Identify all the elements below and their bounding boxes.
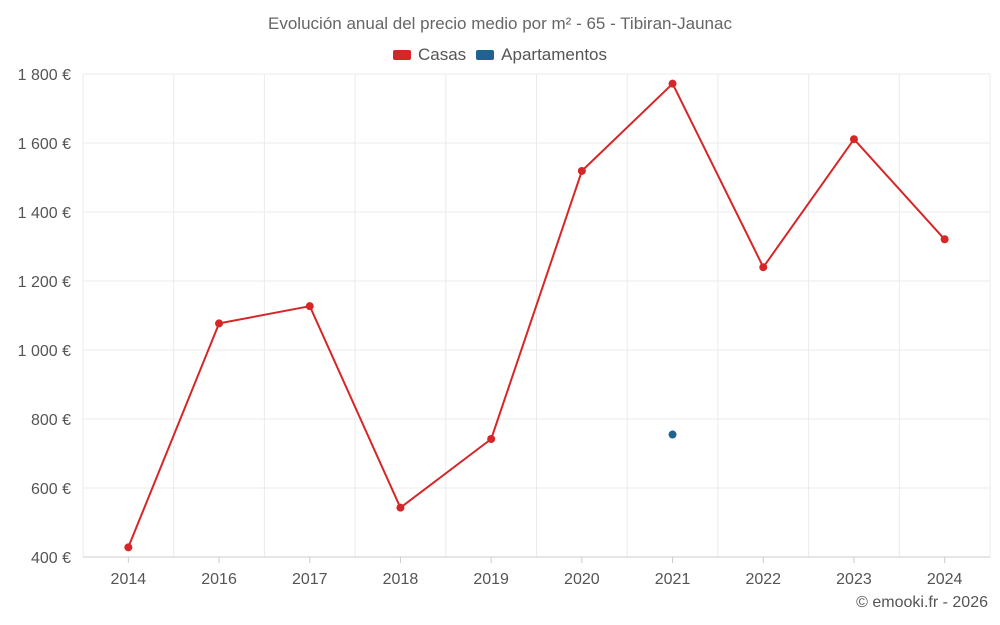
x-tick-label: 2018 <box>383 571 419 588</box>
data-point-casas-2018 <box>396 503 405 512</box>
series-layer <box>124 79 949 552</box>
y-tick-label: 1 200 € <box>18 274 71 291</box>
legend-swatch-casas <box>392 50 411 60</box>
data-point-casas-2017 <box>305 302 314 311</box>
data-point-casas-2021 <box>668 79 677 88</box>
data-point-casas-2019 <box>487 435 496 444</box>
x-tick-label: 2022 <box>745 571 781 588</box>
chart-title: Evolución anual del precio medio por m² … <box>268 14 732 33</box>
x-tick-label: 2020 <box>564 571 600 588</box>
x-tick-label: 2021 <box>655 571 691 588</box>
x-tick-label: 2017 <box>292 571 328 588</box>
data-point-casas-2022 <box>759 263 768 272</box>
x-tick-label: 2023 <box>836 571 872 588</box>
data-point-apartamentos-2021 <box>668 430 677 439</box>
legend-item-casas[interactable]: Casas <box>392 45 467 65</box>
legend: Casas Apartamentos <box>0 45 1000 65</box>
grid-layer <box>82 73 991 558</box>
x-tick-label: 2024 <box>927 571 963 588</box>
y-tick-label: 1 600 € <box>18 136 71 153</box>
series-line-casas <box>127 82 946 548</box>
data-point-casas-2023 <box>849 135 858 144</box>
x-tick-label: 2016 <box>201 571 237 588</box>
y-tick-label: 1 000 € <box>18 343 71 360</box>
x-tick-label: 2014 <box>111 571 147 588</box>
data-point-casas-2024 <box>940 235 949 244</box>
y-tick-label: 1 400 € <box>18 205 71 222</box>
data-point-casas-2020 <box>577 166 586 175</box>
data-point-casas-2014 <box>124 543 133 552</box>
y-tick-label: 600 € <box>31 481 71 498</box>
y-tick-label: 800 € <box>31 412 71 429</box>
y-tick-label: 1 800 € <box>18 67 71 84</box>
legend-swatch-apartamentos <box>476 50 495 60</box>
y-tick-label: 400 € <box>31 550 71 567</box>
credit-text: © emooki.fr - 2026 <box>856 594 988 611</box>
data-point-casas-2016 <box>215 319 224 328</box>
x-tick-label: 2019 <box>473 571 509 588</box>
legend-label-casas: Casas <box>417 45 467 64</box>
legend-item-apartamentos[interactable]: Apartamentos <box>476 45 607 65</box>
legend-label-apartamentos: Apartamentos <box>501 45 608 64</box>
axis-layer: 400 € 600 € 800 € 1 000 € 1 200 € 1 400 € 1 60… <box>18 67 990 588</box>
